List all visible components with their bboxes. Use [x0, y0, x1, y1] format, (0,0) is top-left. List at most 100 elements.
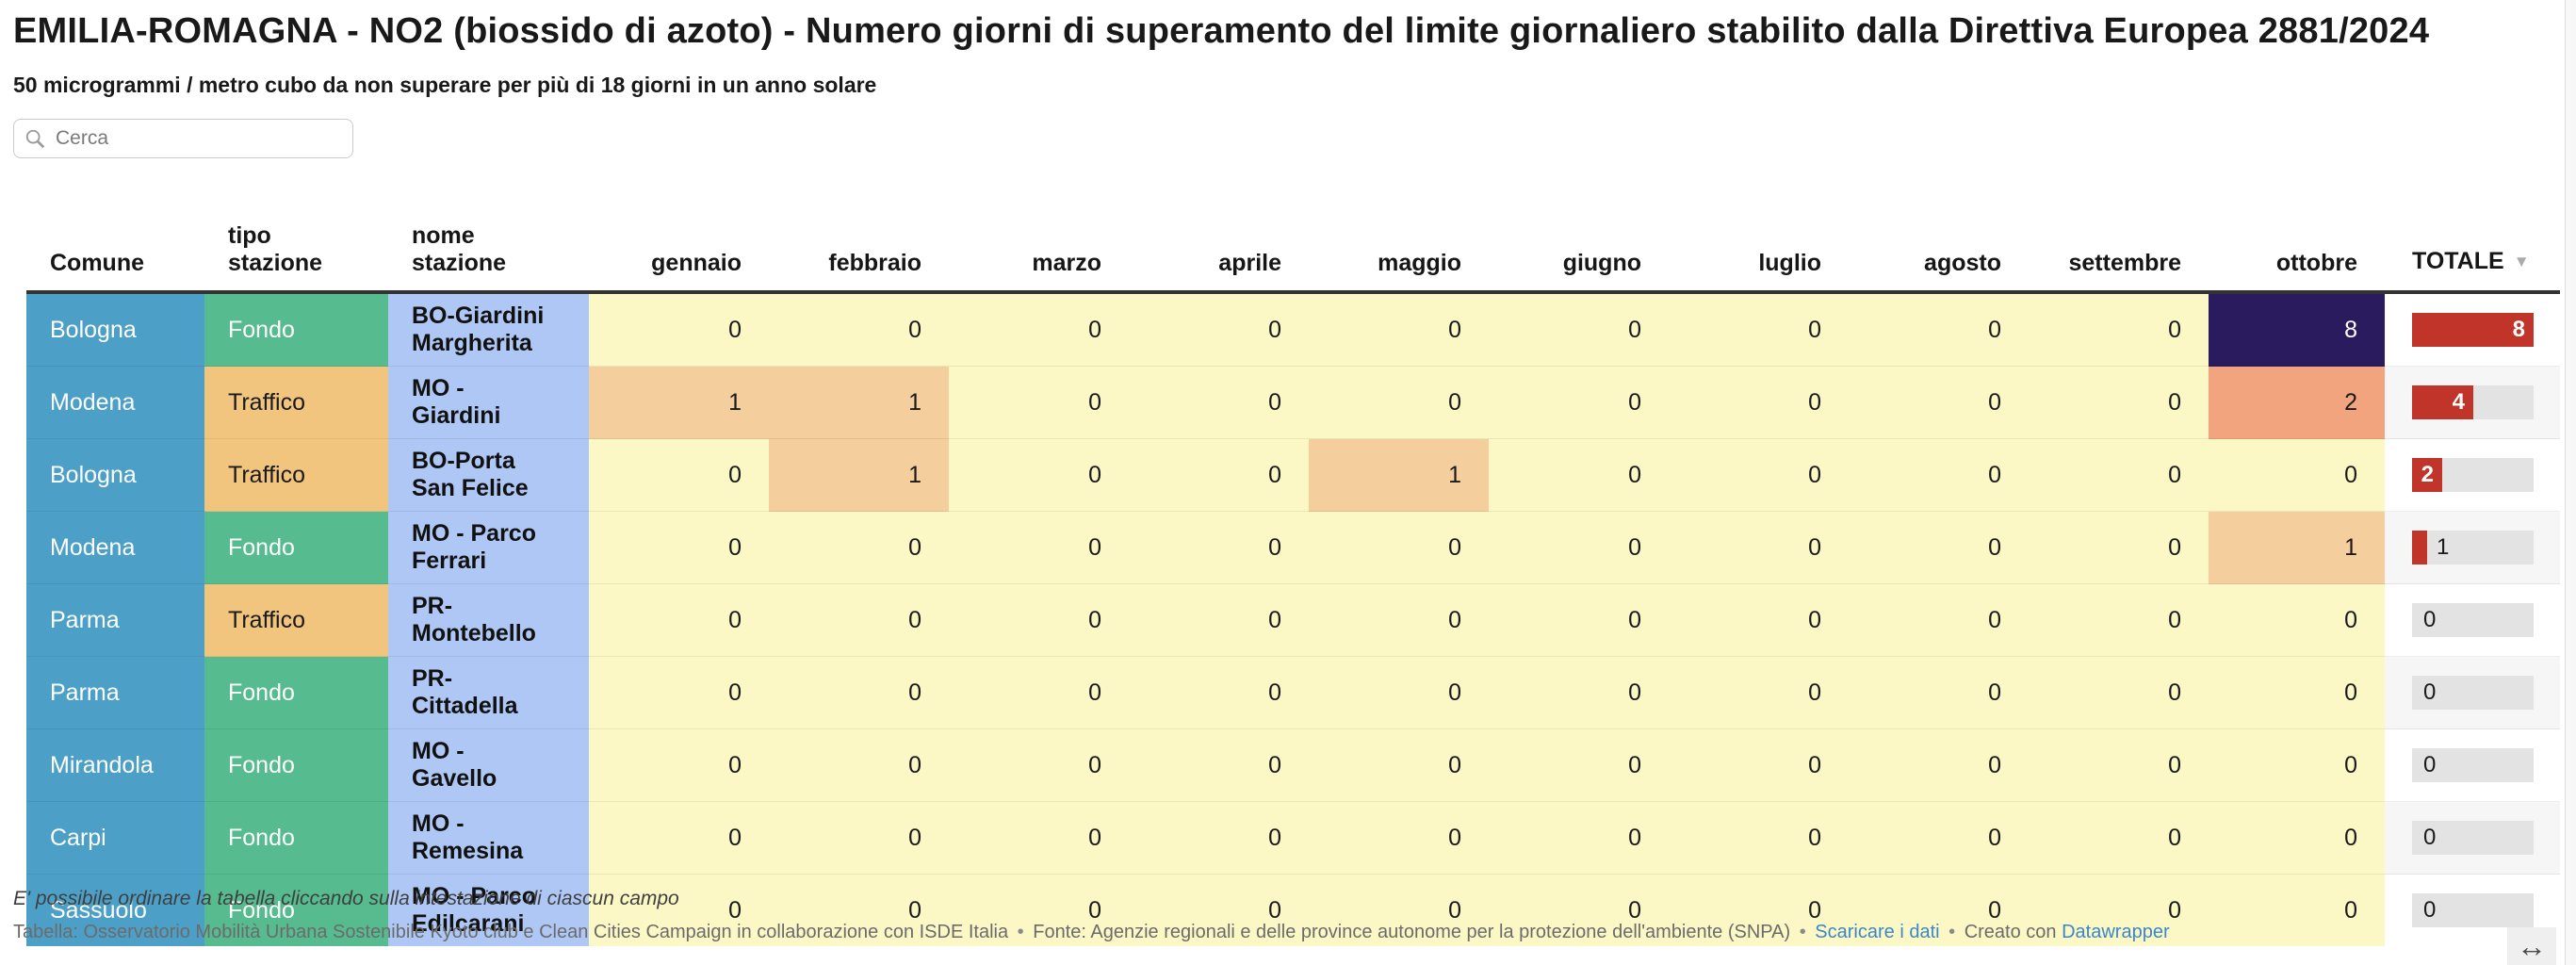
column-header-settembre[interactable]: settembre	[2029, 188, 2209, 294]
sorting-hint: E' possibile ordinare la tabella cliccan…	[13, 888, 679, 909]
cell-totale: 4	[2385, 366, 2560, 439]
column-header-totale[interactable]: TOTALE ▼	[2385, 188, 2560, 294]
cell-luglio: 0	[1669, 292, 1849, 367]
cell-nome-stazione: MO - Parco Edilcarani	[388, 874, 589, 946]
totale-value: 2	[2421, 462, 2434, 487]
cell-tipo-stazione: Fondo	[204, 511, 388, 584]
cell-tipo-stazione: Fondo	[204, 801, 388, 875]
cell-febbraio: 0	[769, 728, 949, 802]
cell-marzo: 0	[949, 292, 1129, 367]
totale-bar-track: 0	[2412, 748, 2534, 782]
cell-aprile: 0	[1129, 583, 1309, 657]
cell-tipo-stazione: Fondo	[204, 728, 388, 802]
cell-settembre: 0	[2029, 292, 2209, 367]
cell-febbraio: 0	[769, 801, 949, 875]
column-header-aprile[interactable]: aprile	[1129, 188, 1309, 294]
datawrapper-link[interactable]: Datawrapper	[2062, 922, 2170, 942]
cell-agosto: 0	[1849, 801, 2029, 875]
cell-totale: 0	[2385, 874, 2560, 946]
resize-handle-icon[interactable]: ↔	[2507, 927, 2556, 965]
cell-giugno: 0	[1489, 366, 1669, 439]
table-row: Sassuolo Fondo MO - Parco Edilcarani 0 0 0 0 0 0…	[26, 874, 2560, 946]
cell-giugno: 0	[1489, 583, 1669, 657]
search-input[interactable]	[13, 119, 353, 158]
table-row: Modena Fondo MO - Parco Ferrari 0 0 0 0 0 0 0 0 0 1 1	[26, 511, 2560, 584]
totale-bar-track: 0	[2412, 821, 2534, 855]
cell-agosto: 0	[1849, 728, 2029, 802]
cell-gennaio: 0	[589, 728, 769, 802]
totale-bar-track: 0	[2412, 603, 2534, 637]
cell-agosto: 0	[1849, 874, 2029, 946]
cell-totale: 0	[2385, 583, 2560, 657]
cell-tipo-stazione: Traffico	[204, 366, 388, 439]
cell-maggio: 1	[1309, 438, 1489, 512]
cell-luglio: 0	[1669, 438, 1849, 512]
column-header-maggio[interactable]: maggio	[1309, 188, 1489, 294]
column-header-giugno[interactable]: giugno	[1489, 188, 1669, 294]
cell-giugno: 0	[1489, 874, 1669, 946]
credit-table-text: Tabella: Osservatorio Mobilità Urbana So…	[13, 922, 1009, 942]
cell-aprile: 0	[1129, 801, 1309, 875]
cell-giugno: 0	[1489, 292, 1669, 367]
cell-marzo: 0	[949, 728, 1129, 802]
cell-maggio: 0	[1309, 583, 1489, 657]
column-header-marzo[interactable]: marzo	[949, 188, 1129, 294]
cell-nome-stazione: PR-Montebello	[388, 583, 589, 657]
cell-maggio: 0	[1309, 511, 1489, 584]
sort-desc-icon: ▼	[2513, 253, 2530, 270]
cell-agosto: 0	[1849, 511, 2029, 584]
column-header-agosto[interactable]: agosto	[1849, 188, 2029, 294]
cell-maggio: 0	[1309, 874, 1489, 946]
totale-value: 0	[2423, 607, 2437, 632]
cell-comune: Carpi	[26, 801, 204, 875]
cell-marzo: 0	[949, 801, 1129, 875]
data-table: Comune tipo stazione nome stazione gennaio f…	[26, 188, 2560, 946]
table-row: Modena Traffico MO - Giardini 1 1 0 0 0 0 0 0 0 2 4	[26, 366, 2560, 439]
cell-totale: 0	[2385, 801, 2560, 875]
cell-nome-stazione: BO-Porta San Felice	[388, 438, 589, 512]
cell-ottobre: 2	[2209, 366, 2385, 439]
column-header-gennaio[interactable]: gennaio	[589, 188, 769, 294]
cell-luglio: 0	[1669, 656, 1849, 729]
separator-dot: •	[1794, 922, 1812, 942]
cell-luglio: 0	[1669, 511, 1849, 584]
search-box	[13, 119, 353, 158]
cell-agosto: 0	[1849, 438, 2029, 512]
table-row: Parma Traffico PR-Montebello 0 0 0 0 0 0 0 0 0 0 0	[26, 583, 2560, 657]
column-header-febbraio[interactable]: febbraio	[769, 188, 949, 294]
cell-febbraio: 0	[769, 511, 949, 584]
cell-comune: Modena	[26, 511, 204, 584]
column-header-tipo-stazione[interactable]: tipo stazione	[204, 188, 388, 294]
cell-aprile: 0	[1129, 728, 1309, 802]
column-header-luglio[interactable]: luglio	[1669, 188, 1849, 294]
cell-ottobre: 0	[2209, 583, 2385, 657]
cell-agosto: 0	[1849, 366, 2029, 439]
cell-marzo: 0	[949, 511, 1129, 584]
cell-ottobre: 0	[2209, 438, 2385, 512]
table-row: Carpi Fondo MO - Remesina 0 0 0 0 0 0 0 0 0 0 0	[26, 801, 2560, 875]
cell-marzo: 0	[949, 583, 1129, 657]
cell-settembre: 0	[2029, 874, 2209, 946]
cell-gennaio: 1	[589, 366, 769, 439]
totale-bar-track: 8	[2412, 313, 2534, 347]
column-header-ottobre[interactable]: ottobre	[2209, 188, 2385, 294]
cell-maggio: 0	[1309, 728, 1489, 802]
column-header-comune[interactable]: Comune	[26, 188, 204, 294]
cell-comune: Bologna	[26, 292, 204, 367]
cell-settembre: 0	[2029, 366, 2209, 439]
totale-value: 1	[2437, 534, 2450, 560]
table-row: Bologna Traffico BO-Porta San Felice 0 1 0 0 1 0…	[26, 438, 2560, 512]
column-header-nome-stazione[interactable]: nome stazione	[388, 188, 589, 294]
cell-settembre: 0	[2029, 583, 2209, 657]
totale-bar-track: 0	[2412, 676, 2534, 710]
cell-marzo: 0	[949, 874, 1129, 946]
totale-bar	[2412, 531, 2427, 564]
totale-value: 8	[2512, 317, 2525, 342]
totale-bar-track: 0	[2412, 893, 2534, 927]
cell-nome-stazione: MO - Gavello	[388, 728, 589, 802]
cell-tipo-stazione: Traffico	[204, 583, 388, 657]
totale-value: 0	[2423, 752, 2437, 777]
download-data-link[interactable]: Scaricare i dati	[1815, 922, 1940, 942]
cell-agosto: 0	[1849, 656, 2029, 729]
